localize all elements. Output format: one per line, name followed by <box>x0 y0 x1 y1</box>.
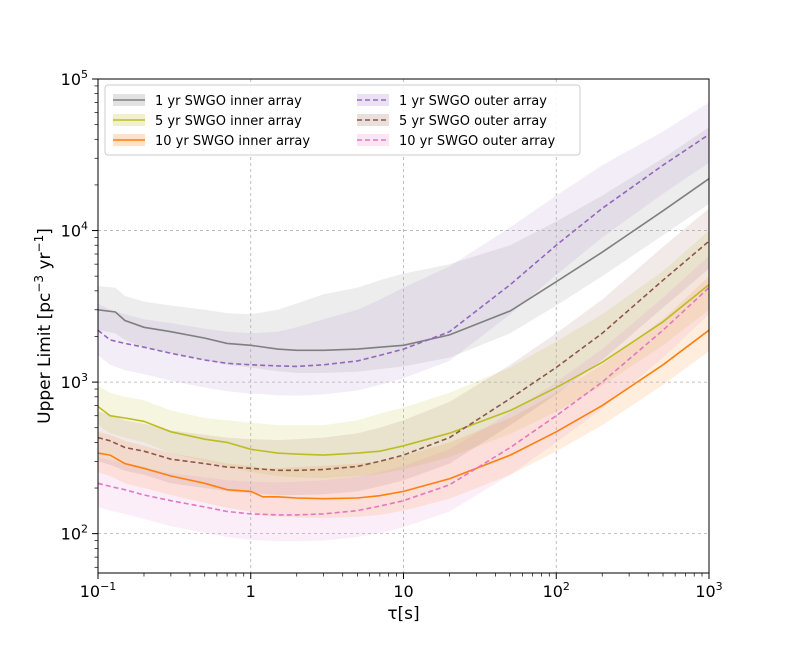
legend-label-6: 10 yr SWGO outer array <box>399 134 556 149</box>
series-lines <box>97 133 710 516</box>
axis-ticks <box>92 78 710 579</box>
legend-label-3: 10 yr SWGO inner array <box>155 134 310 149</box>
legend: 1 yr SWGO inner array 5 yr SWGO inner arr… <box>104 84 581 156</box>
x-tick-label-3: 10 <box>393 582 413 601</box>
x-tick-label-2: 1 <box>246 582 256 601</box>
band-6 <box>98 255 709 542</box>
series-line-6 <box>97 287 710 516</box>
series-line-3 <box>97 329 710 500</box>
series-line-4 <box>97 133 710 368</box>
x-tick-label-5: 103 <box>695 580 722 601</box>
tick-labels: 10−1 1 10 102 103 102 103 104 105 <box>61 68 723 601</box>
legend-box <box>104 84 581 156</box>
y-tick-label-4: 105 <box>61 68 88 89</box>
series-line-5 <box>97 240 710 472</box>
x-tick-label-4: 102 <box>543 580 570 601</box>
y-tick-label-1: 102 <box>61 523 88 544</box>
legend-label-1: 1 yr SWGO inner array <box>155 94 302 109</box>
series-line-1 <box>97 178 710 352</box>
band-4 <box>98 102 709 396</box>
x-tick-label-1: 10−1 <box>80 580 117 601</box>
band-5 <box>98 208 709 495</box>
legend-label-2: 5 yr SWGO inner array <box>155 114 302 129</box>
y-tick-label-2: 103 <box>61 371 88 392</box>
y-tick-label-3: 104 <box>61 220 88 241</box>
band-1 <box>98 127 709 373</box>
legend-label-5: 5 yr SWGO outer array <box>399 114 547 129</box>
y-axis-label: Upper Limit [pc−3 yr−1] <box>32 228 55 424</box>
x-axis-label: τ[s] <box>387 604 419 624</box>
series-line-2 <box>97 283 710 456</box>
legend-label-4: 1 yr SWGO outer array <box>399 94 547 109</box>
